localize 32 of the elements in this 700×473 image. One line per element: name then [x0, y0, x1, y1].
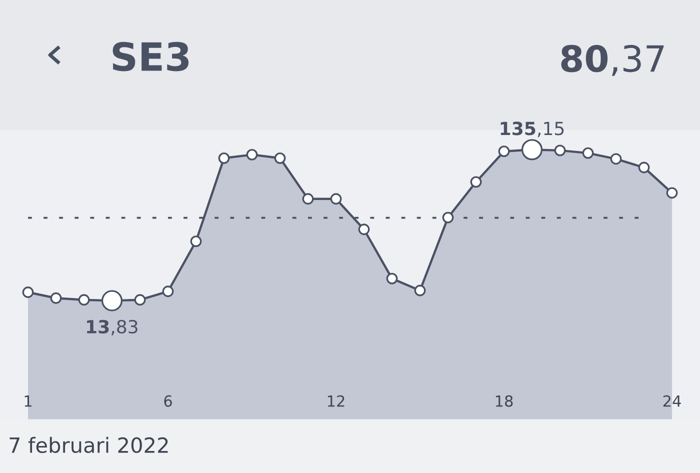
ref-line-label: 80,37: [561, 44, 664, 76]
x-tick-label: 12: [328, 395, 344, 407]
point: [554, 144, 566, 156]
point: [498, 146, 510, 158]
point: [190, 236, 202, 248]
point: [666, 187, 678, 199]
point: [358, 224, 370, 236]
point: [638, 162, 650, 174]
point: [78, 294, 90, 306]
x-axis-title: 7 februari 2022: [10, 436, 168, 454]
point: [162, 286, 174, 298]
point: [246, 148, 258, 160]
data-label: 13,83: [87, 320, 138, 336]
point: [134, 294, 146, 306]
point: [442, 212, 454, 224]
point: [414, 284, 426, 296]
point: [302, 193, 314, 205]
chart-title: SE3: [112, 42, 189, 72]
point: [386, 272, 398, 284]
x-tick-label: 1: [24, 395, 32, 407]
x-tick-label: 6: [164, 395, 172, 407]
point: [218, 152, 230, 164]
point: [610, 153, 622, 165]
x-tick-label: 18: [496, 395, 513, 407]
data-label: 135,15: [500, 122, 564, 138]
point: [330, 193, 342, 205]
point: [470, 176, 482, 188]
point: [274, 152, 286, 164]
point: [22, 286, 34, 298]
point: [582, 147, 594, 159]
x-tick-label: 24: [663, 395, 681, 407]
point: [50, 292, 62, 304]
